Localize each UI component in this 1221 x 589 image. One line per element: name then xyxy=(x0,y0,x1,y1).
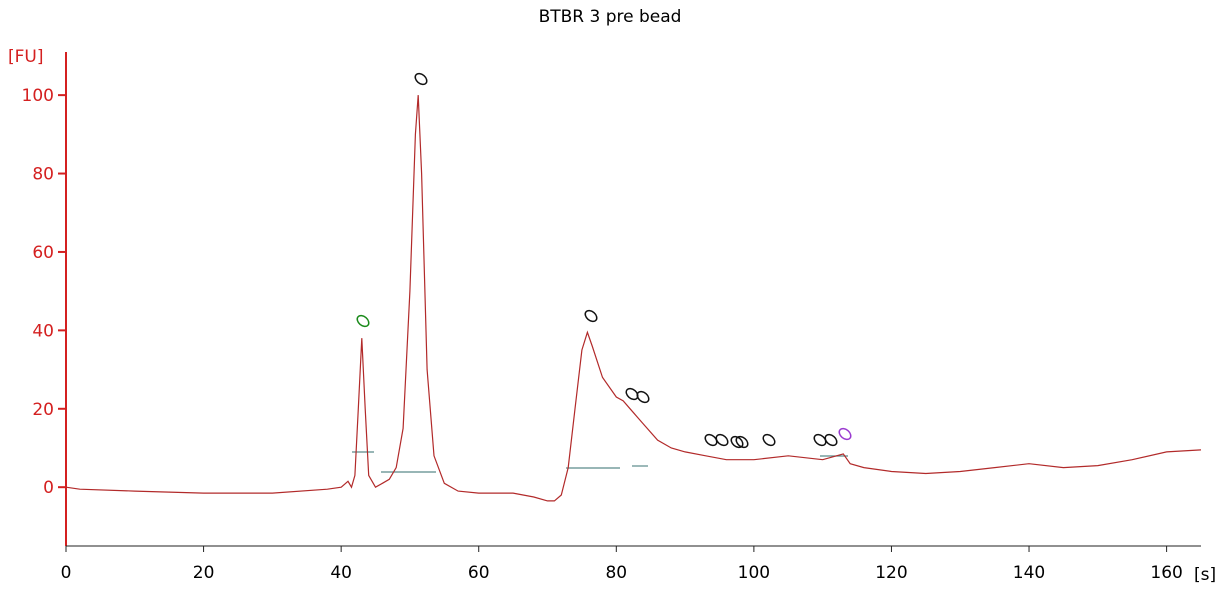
baselines xyxy=(352,451,848,473)
x-tick-label: 40 xyxy=(330,563,352,583)
x-axis-label: [s] xyxy=(1194,565,1216,585)
x-tick-label: 160 xyxy=(1150,563,1182,583)
peak-markers xyxy=(356,72,852,449)
y-tick-label: 60 xyxy=(32,243,54,263)
y-tick-label: 0 xyxy=(43,478,54,498)
x-tick-label: 60 xyxy=(468,563,490,583)
y-tick-label: 80 xyxy=(32,165,54,185)
x-tick-label: 140 xyxy=(1013,563,1045,583)
y-tick-label: 100 xyxy=(22,86,54,106)
x-tick-label: 20 xyxy=(193,563,215,583)
trace xyxy=(65,95,1202,502)
y-axis-label: [FU] xyxy=(8,47,44,67)
y-tick-label: 40 xyxy=(32,321,54,341)
x-tick-label: 0 xyxy=(61,563,72,583)
x-tick-label: 100 xyxy=(738,563,770,583)
x-tick-label: 120 xyxy=(875,563,907,583)
x-tick-label: 80 xyxy=(605,563,627,583)
chart-title: BTBR 3 pre bead xyxy=(539,7,682,27)
y-tick-label: 20 xyxy=(32,400,54,420)
